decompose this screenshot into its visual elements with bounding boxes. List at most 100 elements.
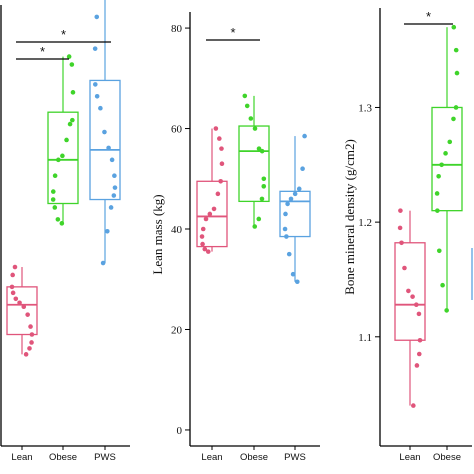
data-point [25, 312, 30, 317]
data-point [102, 129, 107, 135]
panel-2: 0 20 40 60 80 Lean mass (kg) Lean Obese PWS * [150, 12, 320, 463]
significance-label: * [426, 9, 431, 24]
data-point [443, 151, 448, 156]
data-point [440, 282, 445, 288]
panel-3: 1.1 1.2 1.3 Bone mineral density (g/cm2) Lea… [342, 8, 472, 463]
y-tick-label: 1.1 [358, 332, 372, 344]
data-point [256, 216, 262, 222]
data-point [285, 201, 290, 207]
significance-label: * [61, 27, 66, 42]
data-point [10, 290, 16, 296]
data-point [300, 166, 305, 172]
data-point [64, 137, 69, 143]
data-point [284, 234, 289, 239]
x-tick-label: Obese [49, 452, 77, 463]
data-point [417, 337, 423, 343]
data-point [414, 302, 419, 307]
data-point [219, 161, 225, 167]
panel-1: Lean Obese PWS * * [0, 0, 130, 463]
box-lean [394, 208, 426, 408]
data-point [111, 193, 117, 198]
data-point [70, 90, 76, 95]
data-point [454, 70, 460, 76]
data-point [203, 216, 209, 222]
x-tick-label: Lean [11, 452, 32, 463]
y-tick-label: 80 [171, 23, 183, 35]
y-tick-label: 1.3 [358, 102, 372, 114]
data-point [436, 173, 441, 179]
data-point [109, 157, 115, 163]
significance-label: * [230, 25, 235, 40]
data-point [100, 260, 106, 266]
data-point [288, 196, 294, 202]
data-point [200, 241, 205, 247]
data-point [252, 224, 258, 229]
data-point [302, 133, 307, 139]
data-point [92, 46, 98, 51]
box-obese [238, 93, 270, 229]
data-point [252, 126, 258, 131]
y-axis-label: Bone mineral density (g/cm2) [342, 139, 357, 295]
data-point [259, 148, 265, 154]
data-point [211, 206, 217, 212]
data-point [215, 191, 221, 197]
data-point [94, 14, 100, 20]
data-point [23, 352, 29, 357]
x-tick-label: Lean [201, 452, 222, 463]
data-point [29, 332, 35, 337]
significance-label: * [40, 44, 45, 59]
box-iqr [89, 79, 121, 201]
data-point [67, 121, 73, 127]
data-point [256, 146, 262, 151]
data-point [397, 225, 403, 231]
data-point [21, 304, 27, 310]
data-point [447, 139, 453, 145]
box-lean [6, 264, 38, 357]
y-tick-label: 60 [171, 124, 183, 136]
data-point [244, 103, 250, 109]
x-tick-label: Obese [240, 452, 268, 463]
data-point [217, 136, 222, 141]
data-point [261, 184, 267, 189]
data-point [416, 351, 422, 357]
data-point [294, 279, 300, 285]
data-point [398, 208, 403, 213]
data-point [94, 94, 100, 99]
data-point [286, 251, 292, 257]
data-point [242, 93, 248, 99]
data-point [28, 324, 33, 329]
data-point [69, 62, 75, 67]
data-point [213, 126, 219, 131]
x-tick-label: Obese [433, 452, 461, 463]
data-point [50, 197, 56, 202]
data-point [436, 248, 442, 254]
data-point [199, 234, 205, 239]
data-point [406, 288, 411, 294]
data-point [434, 191, 440, 196]
data-point [453, 47, 459, 53]
data-point [56, 157, 61, 163]
box-iqr [238, 125, 270, 203]
data-point [106, 145, 111, 151]
x-tick-label: Lean [399, 452, 420, 463]
data-point [218, 178, 223, 184]
data-point [10, 272, 15, 278]
data-point [13, 296, 19, 302]
data-point [444, 308, 449, 313]
data-point [17, 300, 22, 306]
data-point [453, 105, 459, 110]
data-point [112, 185, 118, 190]
data-point [439, 162, 444, 168]
data-point [55, 217, 61, 222]
data-point [248, 116, 254, 121]
data-point [410, 294, 415, 299]
data-point [112, 173, 117, 179]
box-obese [431, 24, 463, 313]
data-point [60, 153, 65, 159]
data-point [451, 116, 456, 122]
data-point [202, 246, 208, 252]
data-point [98, 105, 103, 111]
data-point [108, 205, 114, 210]
data-point [451, 24, 457, 30]
